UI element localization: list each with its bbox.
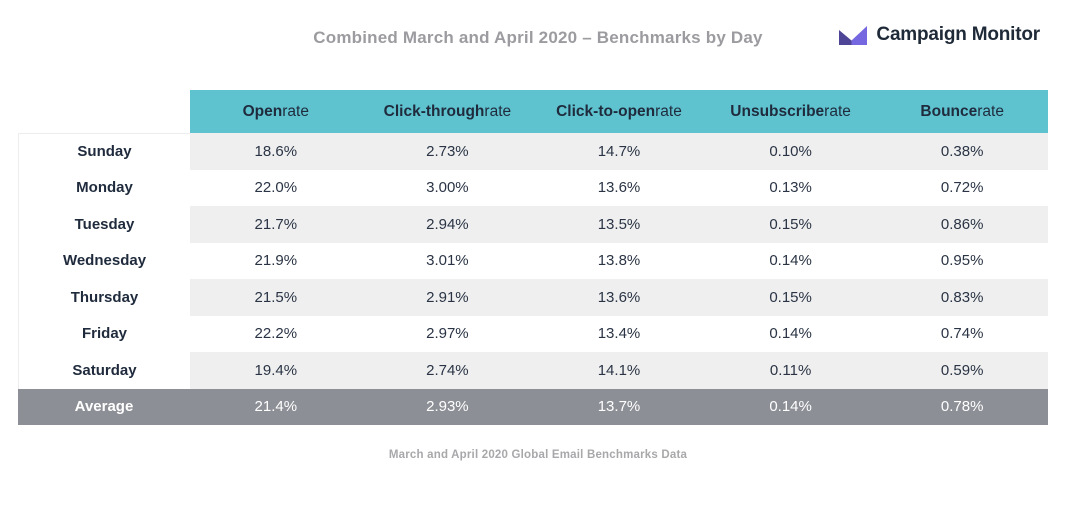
- table-cell: 0.13%: [704, 169, 877, 206]
- column-header-bounce-rate: Bounce rate: [876, 90, 1048, 133]
- row-label-tuesday: Tuesday: [18, 206, 190, 243]
- row-label-thursday: Thursday: [18, 279, 190, 316]
- table-cell: 13.6%: [533, 279, 705, 316]
- table-cell: 0.15%: [704, 279, 877, 316]
- table-cell: 14.1%: [533, 352, 705, 389]
- column-header-bold: Click-through: [383, 102, 485, 120]
- benchmarks-table: Open rate Click-through rate Click-to-op…: [18, 90, 1048, 425]
- table-cell: 0.15%: [704, 206, 877, 243]
- column-header-unsubscribe-rate: Unsubscribe rate: [704, 90, 877, 133]
- table-cell: 0.74%: [876, 315, 1048, 352]
- table-cell: 22.0%: [190, 169, 362, 206]
- table-cell: 13.4%: [533, 315, 705, 352]
- column-header-bold: Bounce: [920, 102, 978, 120]
- campaign-monitor-icon: [839, 25, 868, 45]
- table-cell: 0.72%: [876, 169, 1048, 206]
- table-cell: 2.74%: [361, 352, 534, 389]
- column-header-click-to-open-rate: Click-to-open rate: [533, 90, 705, 133]
- table-cell-average: 21.4%: [190, 388, 362, 425]
- table-cell: 13.5%: [533, 206, 705, 243]
- row-label-saturday: Saturday: [18, 352, 190, 389]
- table-cell: 0.83%: [876, 279, 1048, 316]
- column-header-rest: rate: [655, 102, 682, 120]
- table-cell: 0.59%: [876, 352, 1048, 389]
- table-cell: 2.73%: [361, 133, 534, 170]
- column-header-rest: rate: [282, 102, 309, 120]
- table-cell: 0.38%: [876, 133, 1048, 170]
- row-label-monday: Monday: [18, 169, 190, 206]
- table-cell: 3.00%: [361, 169, 534, 206]
- table-cell: 3.01%: [361, 242, 534, 279]
- column-header-rest: rate: [977, 102, 1004, 120]
- table-cell: 2.94%: [361, 206, 534, 243]
- table-cell: 18.6%: [190, 133, 362, 170]
- column-header-bold: Unsubscribe: [730, 102, 825, 120]
- table-cell: 0.14%: [704, 242, 877, 279]
- column-header-open-rate: Open rate: [190, 90, 362, 133]
- table-cell: 0.10%: [704, 133, 877, 170]
- table-cell: 0.14%: [704, 315, 877, 352]
- table-cell: 21.5%: [190, 279, 362, 316]
- table-cell: 19.4%: [190, 352, 362, 389]
- row-label-sunday: Sunday: [18, 133, 190, 170]
- column-header-bold: Click-to-open: [556, 102, 656, 120]
- page-title: Combined March and April 2020 – Benchmar…: [313, 28, 763, 47]
- table-corner-spacer: [18, 90, 190, 133]
- column-header-bold: Open: [242, 102, 283, 120]
- table-cell: 2.91%: [361, 279, 534, 316]
- table-cell: 21.7%: [190, 206, 362, 243]
- column-header-click-through-rate: Click-through rate: [361, 90, 534, 133]
- row-label-average: Average: [18, 388, 190, 425]
- table-cell: 2.97%: [361, 315, 534, 352]
- table-cell: 21.9%: [190, 242, 362, 279]
- row-label-wednesday: Wednesday: [18, 242, 190, 279]
- brand-name: Campaign Monitor: [876, 24, 1040, 45]
- table-cell: 22.2%: [190, 315, 362, 352]
- table-cell-average: 13.7%: [533, 388, 705, 425]
- column-header-rest: rate: [824, 102, 851, 120]
- table-cell: 14.7%: [533, 133, 705, 170]
- table-cell-average: 2.93%: [361, 388, 534, 425]
- table-cell-average: 0.14%: [704, 388, 877, 425]
- source-note: March and April 2020 Global Email Benchm…: [388, 449, 688, 461]
- brand-logo: Campaign Monitor: [839, 24, 1040, 46]
- column-header-rest: rate: [484, 102, 512, 120]
- table-cell-average: 0.78%: [876, 388, 1048, 425]
- row-label-friday: Friday: [18, 315, 190, 352]
- table-cell: 0.86%: [876, 206, 1048, 243]
- table-cell: 13.8%: [533, 242, 705, 279]
- table-cell: 0.95%: [876, 242, 1048, 279]
- table-cell: 13.6%: [533, 169, 705, 206]
- table-cell: 0.11%: [704, 352, 877, 389]
